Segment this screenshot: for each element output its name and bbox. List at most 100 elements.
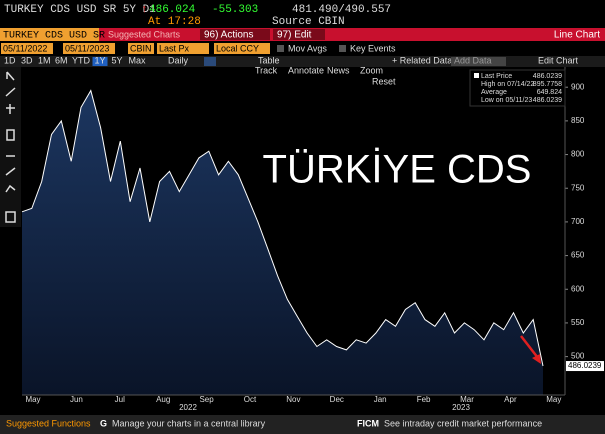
y-tick-label: 850 <box>571 116 585 125</box>
legend-label: Average <box>481 89 507 96</box>
y-tick-label: 600 <box>571 284 585 293</box>
chart-tool[interactable]: Zoom <box>360 65 383 75</box>
x-label: Apr <box>504 395 517 404</box>
x-label: Oct <box>244 395 257 404</box>
reset[interactable]: Reset <box>372 76 396 86</box>
year-label: 2022 <box>179 403 197 412</box>
period[interactable]: 3D <box>21 55 33 65</box>
change: -55.303 <box>212 4 258 16</box>
x-label: Dec <box>330 395 344 404</box>
x-label: May <box>546 395 561 404</box>
x-label: May <box>25 395 40 404</box>
end-field[interactable] <box>63 43 115 54</box>
x-label: Mar <box>460 395 474 404</box>
plot: 500 550 600 650 700 750 800 850 900 486.0239 May Ju… <box>21 67 604 412</box>
red-arrowhead <box>532 354 541 364</box>
wave-icon[interactable] <box>5 184 16 193</box>
legend-value: 486.0239 <box>533 73 562 80</box>
ticker: TURKEY CDS USD SR 5Y D1 <box>4 4 156 16</box>
actions-button[interactable] <box>200 29 270 40</box>
checkbox[interactable] <box>277 45 284 52</box>
x-label: Feb <box>417 395 431 404</box>
move-icon[interactable] <box>6 104 15 114</box>
legend-value: 486.0239 <box>533 97 562 104</box>
legend-value: 649.824 <box>537 89 562 96</box>
mov-avgs: Mov Avgs <box>288 43 327 53</box>
last-value-label: 486.0239 <box>568 361 602 370</box>
y-tick-label: 900 <box>571 82 585 91</box>
line <box>21 89 544 367</box>
add-data-box[interactable] <box>451 57 506 66</box>
chart-tool[interactable]: Track <box>255 65 278 75</box>
legend-label: Last Price <box>481 73 512 80</box>
x-label: Jun <box>70 395 83 404</box>
trend-icon[interactable] <box>5 167 16 176</box>
y-tick-label: 800 <box>571 150 585 159</box>
source-field[interactable] <box>128 43 154 54</box>
y-tick-label: 550 <box>571 318 585 327</box>
source: Source CBIN <box>272 16 345 28</box>
g-text: Manage your charts in a central library <box>112 418 266 428</box>
period[interactable]: 1M <box>38 55 51 65</box>
g-code[interactable]: G <box>100 418 107 428</box>
x-label: Nov <box>286 395 300 404</box>
edit: 97) Edit <box>277 30 312 41</box>
field-box[interactable] <box>157 43 209 54</box>
source-code: CBIN <box>130 43 152 53</box>
currency: Local CCY <box>216 43 259 53</box>
red-arrow <box>520 335 539 359</box>
period[interactable]: 5Y <box>112 55 123 65</box>
suggested-charts[interactable]: Suggested Charts <box>108 29 181 39</box>
actions: 96) Actions <box>204 30 253 41</box>
x-label: Jan <box>374 395 387 404</box>
ruler-icon[interactable] <box>5 211 16 223</box>
key-events: Key Events <box>350 43 396 53</box>
chart-tools: Track Annotate News Zoom <box>255 65 383 75</box>
field: Last Px <box>159 43 190 53</box>
footer <box>0 415 605 434</box>
legend-swatch <box>474 73 479 78</box>
pen-icon[interactable] <box>5 87 16 97</box>
period[interactable]: 6M <box>55 55 68 65</box>
y-tick-label: 650 <box>571 251 585 260</box>
pointer-icon[interactable] <box>6 71 15 81</box>
edit-button[interactable] <box>273 29 325 40</box>
related-data[interactable]: + Related Data <box>392 55 452 65</box>
ficm-code[interactable]: FICM <box>357 418 379 428</box>
suggested-functions[interactable]: Suggested Functions <box>6 418 91 428</box>
start-date: 05/11/2022 <box>3 43 47 53</box>
add-data: Add Data <box>454 55 492 65</box>
legend-label: High on 07/14/22 <box>481 81 534 88</box>
period[interactable]: YTD <box>72 55 91 65</box>
frequency[interactable]: Daily <box>168 55 189 65</box>
chart-tool[interactable]: News <box>327 65 350 75</box>
period[interactable]: 1D <box>4 55 16 65</box>
ficm-text: See intraday credit market performance <box>384 418 542 428</box>
sidebar <box>0 67 21 227</box>
legend-value: 895.7758 <box>533 81 562 88</box>
edit-chart[interactable]: Edit Chart <box>538 55 579 65</box>
area <box>22 90 543 395</box>
line-icon[interactable] <box>204 57 216 66</box>
end-date: 05/11/2023 <box>65 43 109 53</box>
currency-box[interactable] <box>214 43 270 54</box>
chart-tool[interactable]: Annotate <box>288 65 324 75</box>
x-label: Jul <box>115 395 125 404</box>
period[interactable]: Max <box>129 55 147 65</box>
arrow: ↑ <box>141 4 148 16</box>
y-tick-label: 700 <box>571 217 585 226</box>
active-period <box>92 57 108 66</box>
period[interactable]: 1Y <box>95 55 106 65</box>
table[interactable]: Table <box>258 55 280 65</box>
y-tick-label: 500 <box>571 352 585 361</box>
start-field[interactable] <box>1 43 53 54</box>
bid-ask: 481.490/490.557 <box>292 4 391 16</box>
checkbox[interactable] <box>339 45 346 52</box>
security-box[interactable] <box>0 28 99 41</box>
fib-icon[interactable] <box>6 129 15 141</box>
x-label: Aug <box>156 395 170 404</box>
period-buttons: 1D 3D 1M 6M YTD 1Y 5Y Max <box>4 55 146 66</box>
time: At 17:28 <box>148 16 201 28</box>
annotation: TÜRKİYE CDS <box>263 147 532 192</box>
